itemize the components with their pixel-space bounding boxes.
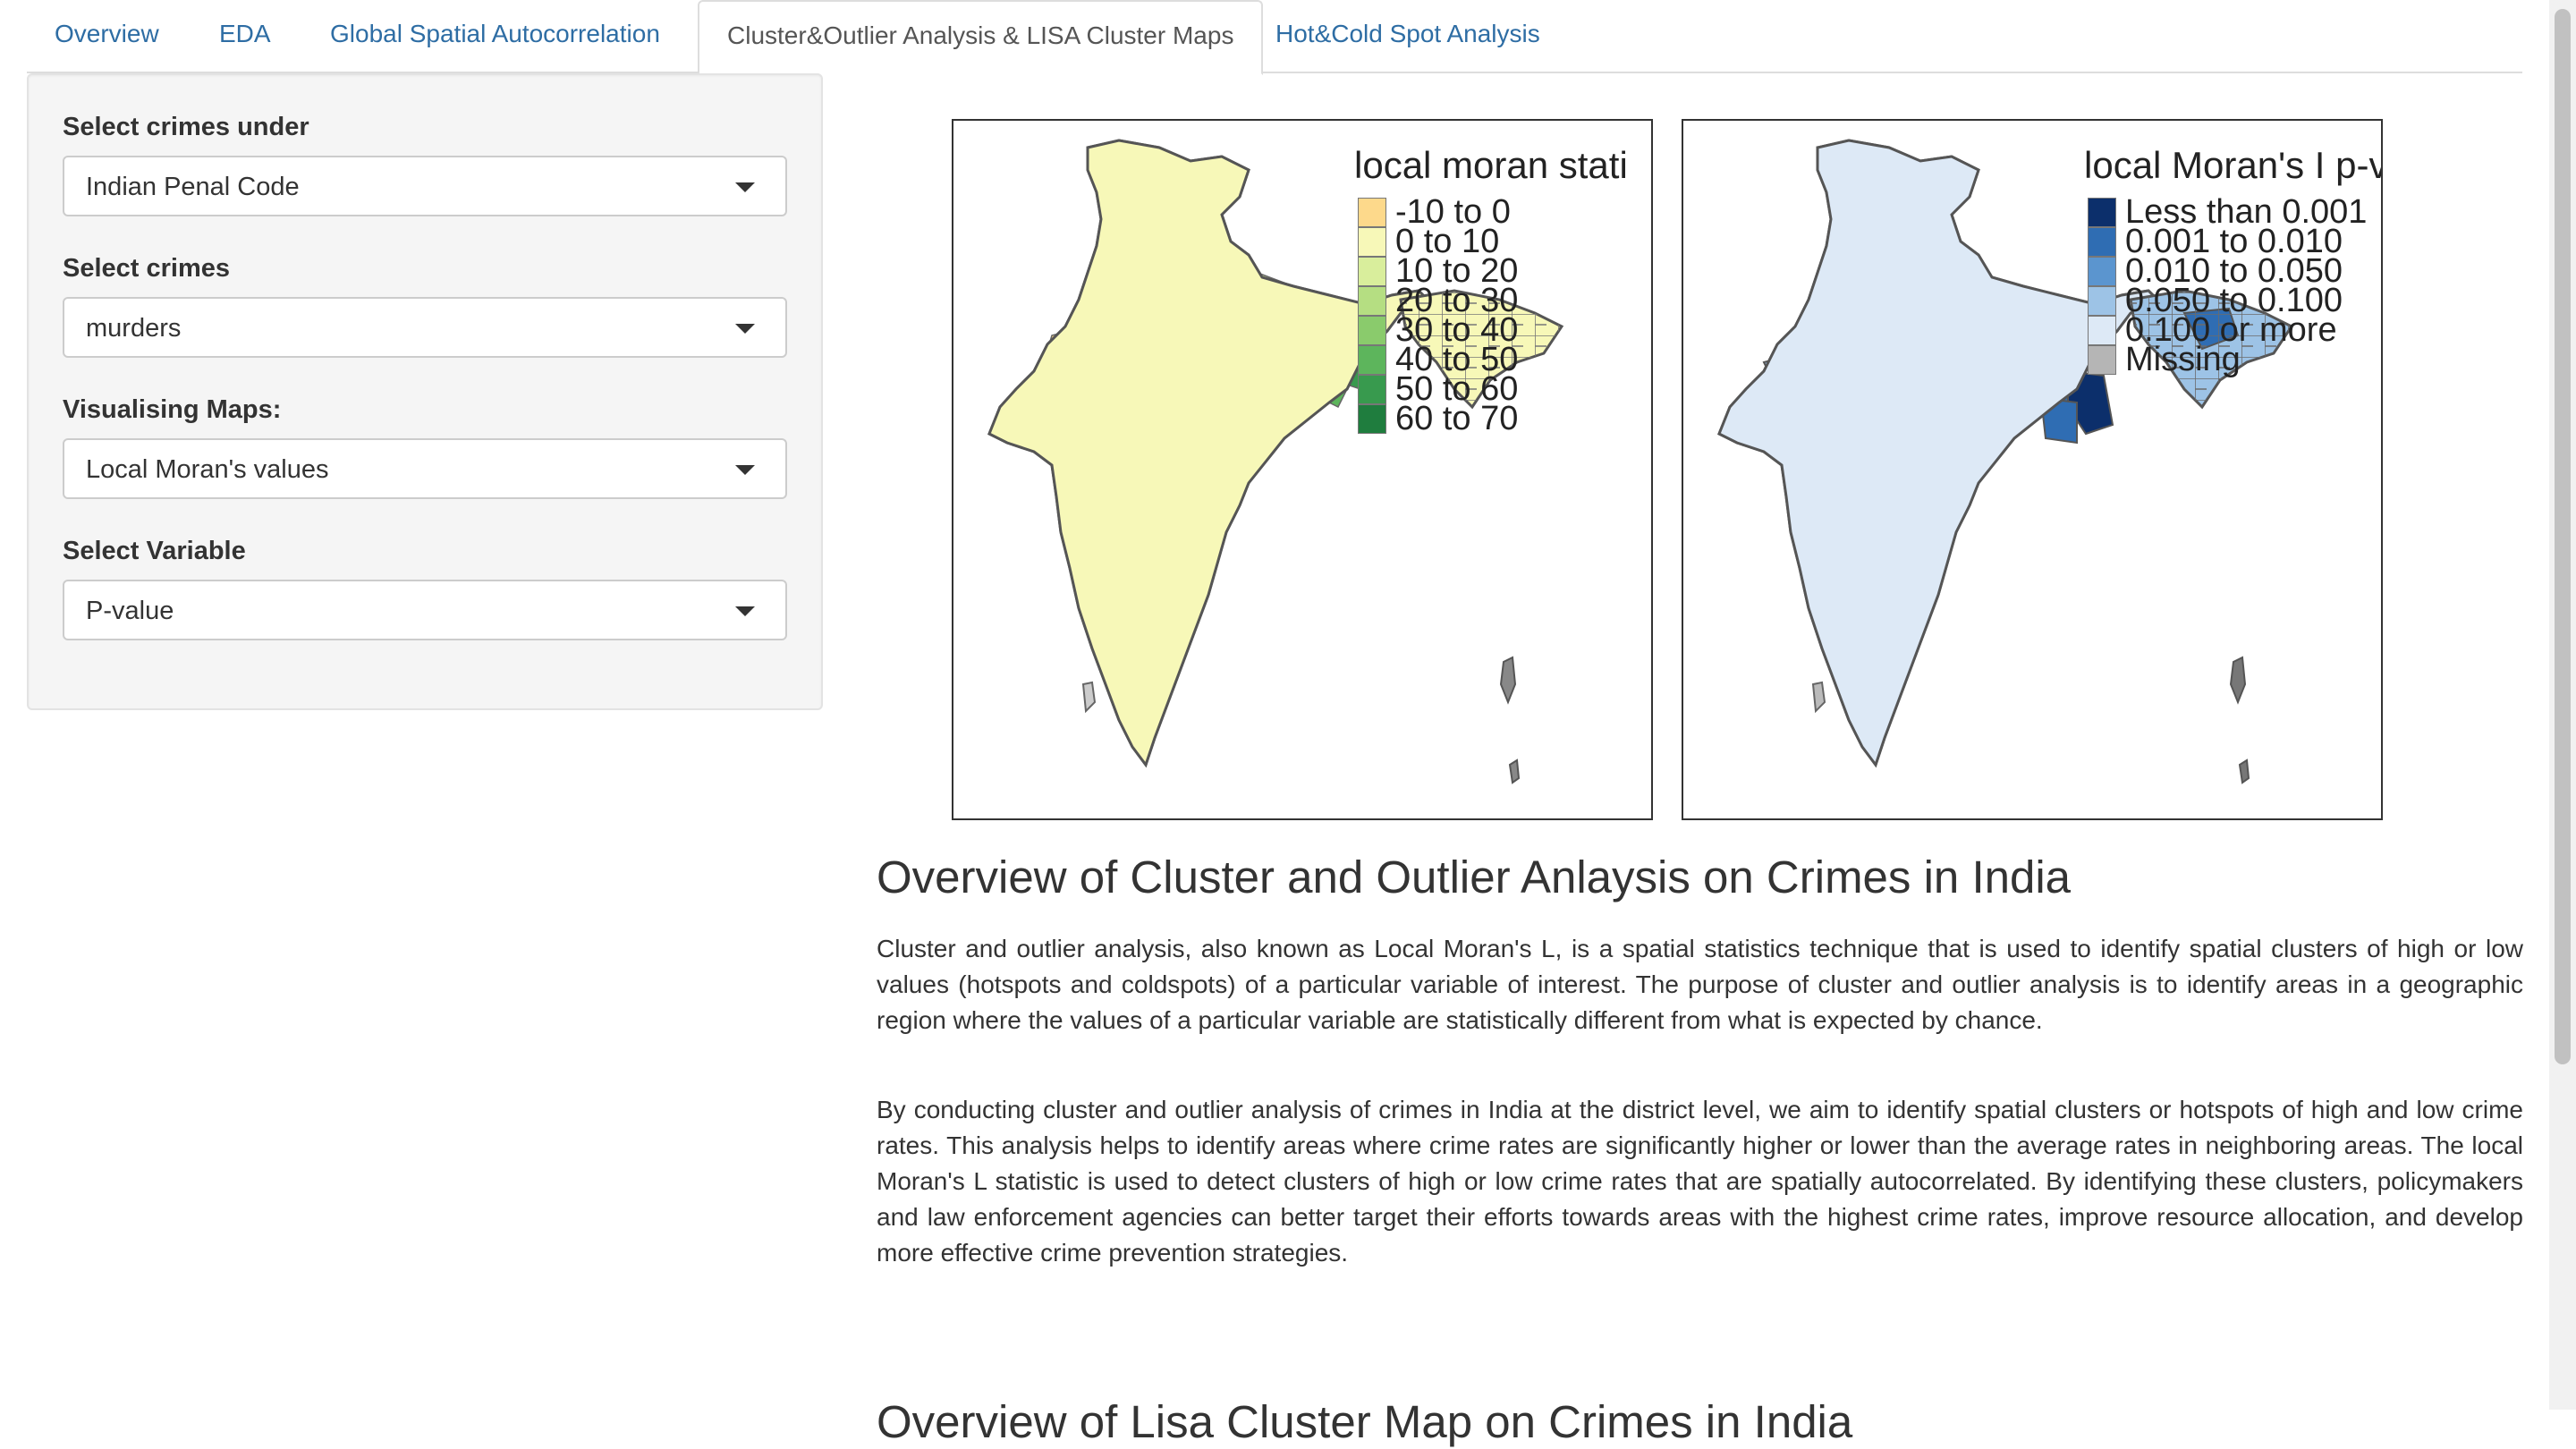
cluster-outlier-paragraph-1: Cluster and outlier analysis, also known… — [877, 935, 2523, 1035]
scrollbar-thumb[interactable] — [2555, 9, 2571, 1064]
legend-swatch — [2088, 257, 2116, 286]
legend-swatch — [2088, 286, 2116, 316]
legend-label: -10 to 0 — [1395, 193, 1511, 231]
legend-label: 0 to 10 — [1395, 223, 1500, 260]
tab-global-spatial-autocorrelation[interactable]: Global Spatial Autocorrelation — [330, 20, 660, 47]
content-area: Overview of Cluster and Outlier Anlaysis… — [877, 850, 2523, 1449]
legend-swatch — [2088, 227, 2116, 257]
crimes-value: murders — [86, 314, 182, 343]
legend-swatch — [1358, 227, 1386, 257]
maps-label: Visualising Maps: — [63, 395, 282, 424]
sidebar-panel: Select crimes under Indian Penal Code Se… — [27, 73, 823, 710]
legend-label: Missing — [2125, 341, 2241, 378]
tab-bar: Overview EDA Global Spatial Autocorrelat… — [27, 0, 2522, 75]
legend-swatch — [1358, 257, 1386, 286]
india-map-statistic — [987, 139, 1564, 784]
cluster-outlier-heading: Overview of Cluster and Outlier Anlaysis… — [877, 852, 2072, 902]
legend-label: 50 to 60 — [1395, 370, 1519, 408]
legend-label: 10 to 20 — [1395, 252, 1519, 290]
chevron-down-icon — [735, 465, 755, 475]
tab-cluster-outlier-analysis[interactable]: Cluster&Outlier Analysis & LISA Cluster … — [698, 0, 1264, 75]
crimes-under-label: Select crimes under — [63, 113, 309, 141]
legend-label: 60 to 70 — [1395, 400, 1519, 437]
maps-select[interactable]: Local Moran's values — [63, 438, 787, 499]
legend-swatch — [1358, 404, 1386, 434]
legend-label: 0.010 to 0.050 — [2125, 252, 2343, 290]
tab-overview[interactable]: Overview — [55, 20, 159, 47]
legend-swatch — [1358, 345, 1386, 375]
crimes-label: Select crimes — [63, 254, 231, 283]
legend-swatch — [1358, 198, 1386, 227]
india-map-pvalue — [1717, 139, 2294, 784]
legend-swatch — [2088, 198, 2116, 227]
local-moran-pvalue-map: local Moran's I p-va Less than 0.001 0.00… — [1682, 119, 2383, 820]
crimes-under-select[interactable]: Indian Penal Code — [63, 156, 787, 216]
variable-label: Select Variable — [63, 537, 246, 565]
legend-swatch — [2088, 316, 2116, 345]
legend-label: 0.001 to 0.010 — [2125, 223, 2343, 260]
variable-select[interactable]: P-value — [63, 580, 787, 640]
legend-swatch — [1358, 375, 1386, 404]
legend-label: 20 to 30 — [1395, 282, 1519, 319]
legend-label: 0.050 to 0.100 — [2125, 282, 2343, 319]
legend-label: 40 to 50 — [1395, 341, 1519, 378]
chevron-down-icon — [735, 324, 755, 334]
lisa-cluster-heading: Overview of Lisa Cluster Map on Crimes i… — [877, 1396, 1853, 1448]
chevron-down-icon — [735, 182, 755, 192]
legend-swatch — [1358, 316, 1386, 345]
tab-eda[interactable]: EDA — [219, 20, 271, 47]
legend-label: 0.100 or more — [2125, 311, 2337, 349]
page-scrollbar[interactable] — [2549, 0, 2576, 1410]
variable-value: P-value — [86, 597, 174, 625]
crimes-select[interactable]: murders — [63, 297, 787, 358]
tab-hot-cold-spot-analysis[interactable]: Hot&Cold Spot Analysis — [1275, 20, 1540, 47]
crimes-under-value: Indian Penal Code — [86, 173, 300, 201]
chevron-down-icon — [735, 606, 755, 616]
cluster-outlier-paragraph-2: By conducting cluster and outlier analys… — [877, 1096, 2523, 1267]
maps-value: Local Moran's values — [86, 455, 329, 484]
statistic-legend-title: local moran stati — [1354, 144, 1628, 186]
legend-swatch — [1358, 286, 1386, 316]
pvalue-legend-title: local Moran's I p-va — [2084, 144, 2383, 186]
legend-label: Less than 0.001 — [2125, 193, 2368, 231]
legend-swatch — [2088, 345, 2116, 375]
legend-label: 30 to 40 — [1395, 311, 1519, 349]
